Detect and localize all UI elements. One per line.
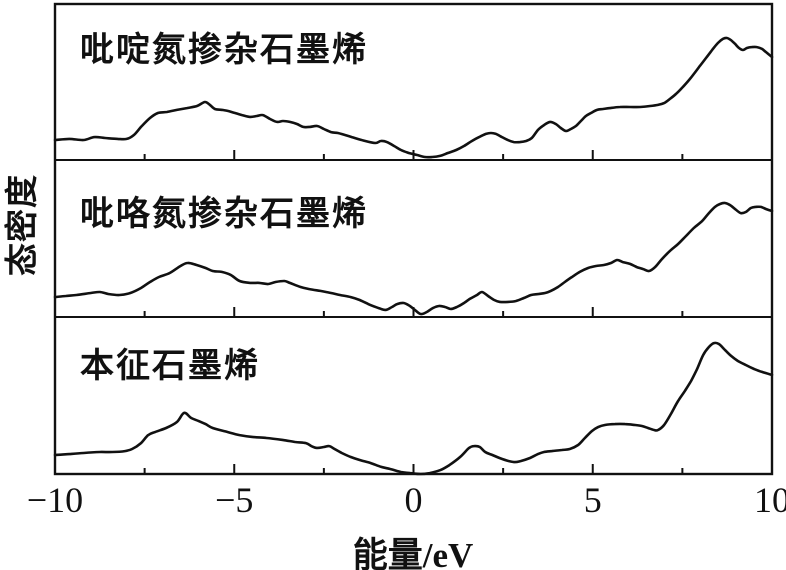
y-axis-title: 态密度 bbox=[5, 174, 41, 276]
x-axis-title: 能量/eV bbox=[352, 536, 474, 570]
dos-curve bbox=[53, 341, 774, 476]
plot-frame bbox=[53, 2, 774, 476]
dos-curve bbox=[53, 36, 774, 159]
panel-3-title: 本征石墨烯 bbox=[80, 348, 260, 385]
panel-1-title: 吡啶氮掺杂石墨烯 bbox=[80, 32, 368, 69]
dos-curve bbox=[53, 201, 774, 316]
panel-2-title: 吡咯氮掺杂石墨烯 bbox=[80, 196, 368, 233]
